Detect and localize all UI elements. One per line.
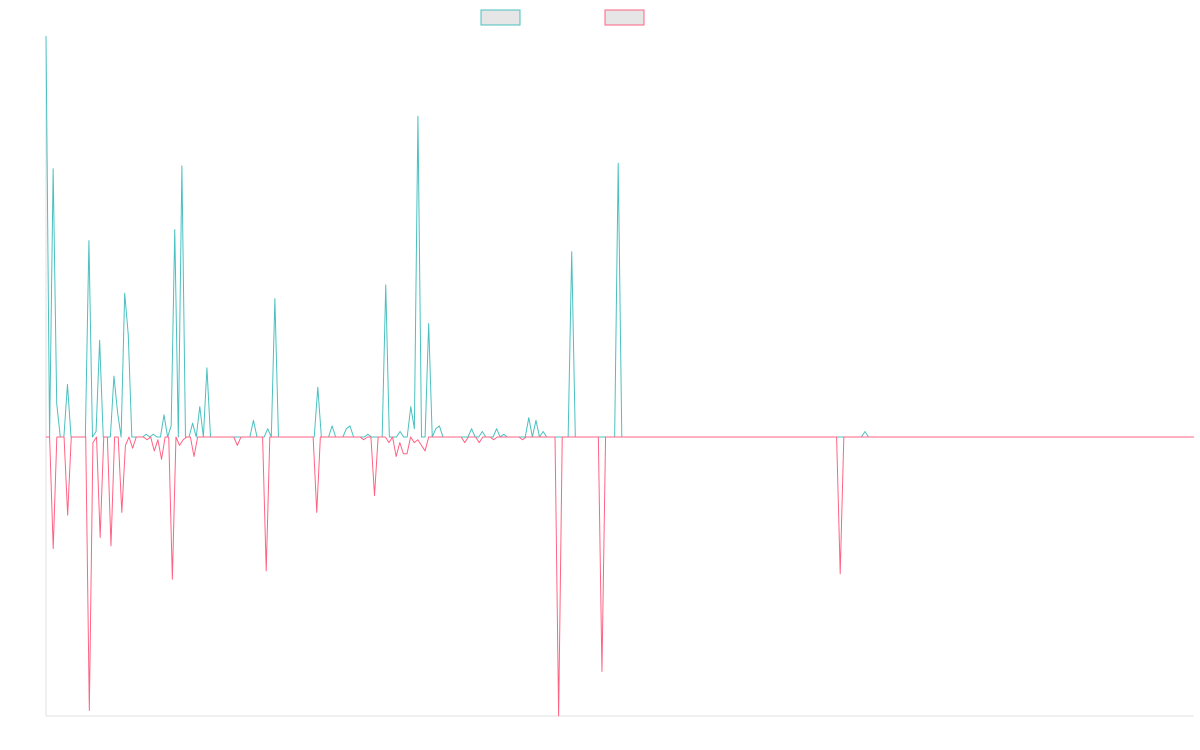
legend-swatch-1[interactable] [480, 9, 521, 26]
axes [45, 36, 1194, 717]
legend-item-2[interactable] [604, 9, 645, 26]
series-line-2 [46, 436, 1194, 717]
series-layer [45, 35, 1194, 717]
legend-item-1[interactable] [480, 9, 521, 26]
series-line-1 [45, 35, 1194, 438]
legend[interactable] [480, 9, 645, 26]
legend-swatch-2[interactable] [604, 9, 645, 26]
